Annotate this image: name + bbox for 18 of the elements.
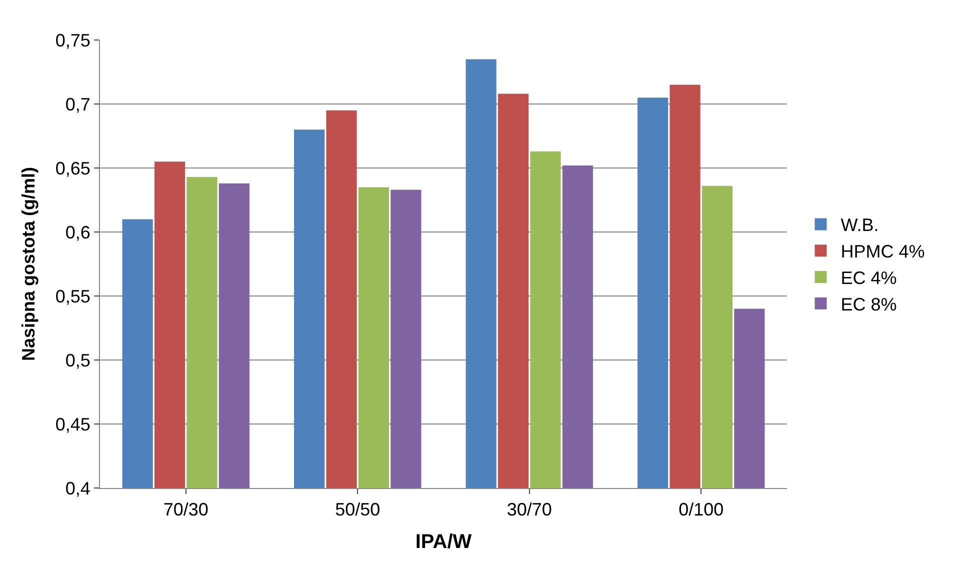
y-tick-label: 0,5 xyxy=(65,350,90,370)
y-tick-label: 0,6 xyxy=(65,222,90,242)
x-axis-title: IPA/W xyxy=(415,531,472,554)
y-tick-label: 0,4 xyxy=(65,478,90,498)
legend-label: W.B. xyxy=(840,215,879,236)
y-axis-title: Nasipna gostota (g/ml) xyxy=(18,166,39,362)
x-tick-label: 50/50 xyxy=(335,500,380,520)
x-tick-label: 30/70 xyxy=(506,500,552,520)
legend-label: EC 8% xyxy=(840,294,897,314)
y-tick-label: 0,45 xyxy=(55,414,90,434)
y-tick-label: 0,75 xyxy=(55,30,90,50)
y-tick-label: 0,65 xyxy=(55,158,90,178)
legend-label: HPMC 4% xyxy=(840,242,925,262)
y-tick-label: 0,55 xyxy=(55,286,90,306)
x-tick-label: 0/100 xyxy=(678,500,724,520)
y-tick-label: 0,7 xyxy=(65,94,90,114)
legend-label: EC 4% xyxy=(840,268,897,288)
x-tick-label: 70/30 xyxy=(163,500,208,520)
